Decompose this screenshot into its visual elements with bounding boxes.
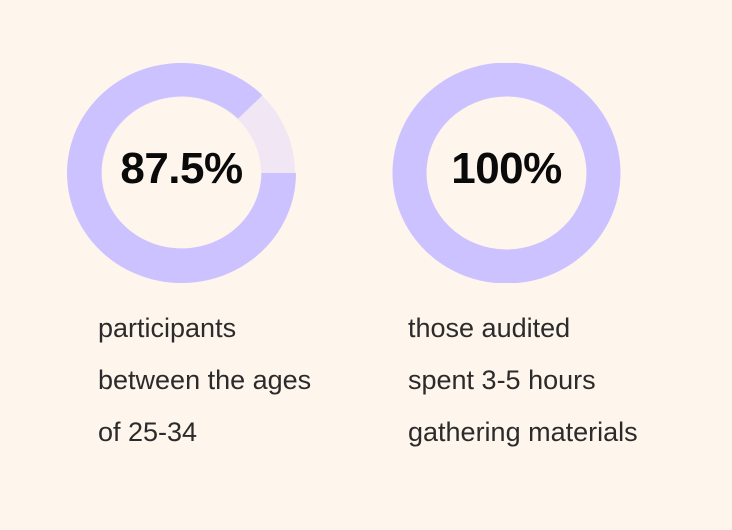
- caption-line: of 25-34: [98, 417, 198, 447]
- stat-caption: those audited spent 3-5 hours gathering …: [408, 302, 638, 458]
- donut-filled-segment: [392, 63, 621, 283]
- stat-value: 100%: [451, 144, 562, 193]
- caption-line: gathering materials: [408, 417, 638, 447]
- caption-line: spent 3-5 hours: [408, 365, 596, 395]
- stat-value: 87.5%: [120, 144, 243, 193]
- caption-line: those audited: [408, 313, 571, 343]
- caption-line: participants: [98, 313, 237, 343]
- donut-ring-age: [67, 63, 296, 283]
- donut-ring-time: [392, 63, 621, 283]
- donut-chart-age: 87.5%: [67, 63, 296, 283]
- donut-filled-segment: [67, 63, 296, 283]
- stat-caption: participants between the ages of 25-34: [98, 302, 311, 458]
- caption-line: between the ages: [98, 365, 312, 395]
- donut-chart-time: 100%: [392, 63, 621, 283]
